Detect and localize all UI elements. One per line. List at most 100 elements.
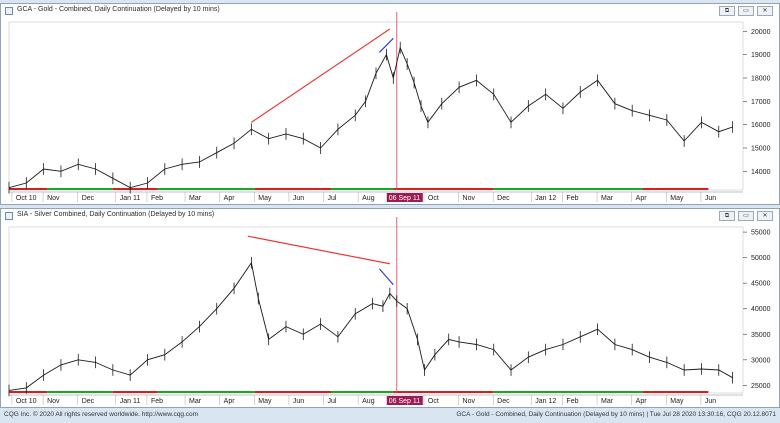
x-tick-label-highlight: 06 Sep 11: [389, 398, 421, 405]
x-tick-label: Jan 12: [535, 195, 556, 202]
trend-bar-segment: [9, 391, 48, 393]
x-tick-label: Oct: [428, 195, 439, 202]
x-tick-label: Jan 12: [535, 398, 556, 405]
x-tick-label: May: [670, 195, 684, 202]
trend-bar-segment: [157, 188, 255, 190]
x-tick-label: Apr: [636, 398, 648, 405]
gold-chart-pane: GCA - Gold - Combined, Daily Continuatio…: [0, 3, 780, 205]
trend-bar-segment: [157, 391, 255, 393]
y-tick-label: 16000: [751, 122, 771, 129]
trend-bar-segment: [330, 188, 394, 190]
trend-bar-segment: [47, 188, 113, 190]
silver-title-bar: SIA - Silver Combined, Daily Continuatio…: [1, 209, 779, 224]
gold-chart-title: GCA - Gold - Combined, Daily Continuatio…: [17, 6, 220, 13]
trend-bar-segment: [330, 391, 394, 393]
x-tick-label: Apr: [224, 398, 236, 405]
trend-bar-segment: [393, 391, 494, 393]
trend-bar-segment: [47, 391, 113, 393]
plot-area: [8, 226, 744, 394]
x-tick-label: Feb: [151, 398, 163, 405]
x-tick-label: May: [258, 398, 272, 405]
x-tick-label: Mar: [189, 195, 202, 202]
copyright-footer: CQG Inc. © 2020 All rights reserved worl…: [4, 411, 199, 418]
x-tick-label: Feb: [151, 195, 163, 202]
x-tick-label: Jun: [293, 398, 304, 405]
x-tick-label: Dec: [497, 195, 510, 202]
y-tick-label: 18000: [751, 76, 771, 83]
trend-bar-segment: [254, 391, 331, 393]
x-tick-label-highlight: 06 Sep 11: [389, 195, 421, 202]
x-tick-label: Mar: [189, 398, 202, 405]
trend-bar-segment: [112, 188, 158, 190]
y-tick-label: 50000: [751, 255, 771, 262]
x-tick-label: Jun: [705, 398, 716, 405]
y-tick-label: 55000: [751, 230, 771, 237]
x-tick-label: Feb: [566, 195, 578, 202]
x-tick-label: Nov: [47, 195, 60, 202]
y-tick-label: 19000: [751, 52, 771, 59]
y-tick-label: 17000: [751, 99, 771, 106]
x-tick-label: Nov: [463, 398, 476, 405]
x-tick-label: Jul: [328, 195, 337, 202]
gold-price-chart[interactable]: 14000 15000 16000 17000 18000 19000 20000 Oct 1…: [1, 4, 779, 204]
x-tick-label: Dec: [497, 398, 510, 405]
blue-trendline: [379, 37, 394, 53]
date-marker: [386, 193, 423, 202]
trend-bar-segment: [493, 391, 643, 393]
x-tick-label: Dec: [82, 398, 95, 405]
x-tick-label: Mar: [601, 195, 614, 202]
trend-bar-segment: [393, 188, 494, 190]
restore-button[interactable]: ⧉: [719, 211, 735, 221]
x-tick-label: Aug: [362, 398, 375, 405]
silver-chart-title: SIA - Silver Combined, Daily Continuatio…: [17, 211, 215, 218]
trend-bar-segment: [112, 391, 158, 393]
chart-window-icon: [5, 212, 13, 220]
chart-window-icon: [5, 7, 13, 15]
x-tick-label: Nov: [463, 195, 476, 202]
x-tick-label: Oct: [428, 398, 439, 405]
plot-area: [8, 21, 744, 191]
trend-bar-segment: [9, 188, 48, 190]
trend-bar-segment: [493, 188, 643, 190]
x-tick-label: May: [258, 195, 272, 202]
date-marker: [386, 396, 423, 405]
x-tick-label: Apr: [636, 195, 648, 202]
x-tick-label: Feb: [566, 398, 578, 405]
y-tick-label: 45000: [751, 281, 771, 288]
minimize-button[interactable]: ▭: [738, 6, 754, 16]
gold-window-controls: ⧉ ▭ ✕: [719, 6, 773, 16]
x-tick-label: Nov: [47, 398, 60, 405]
trend-bar-segment: [254, 188, 331, 190]
silver-chart-pane: SIA - Silver Combined, Daily Continuatio…: [0, 208, 780, 408]
red-trendline: [251, 28, 391, 123]
x-tick-label: Jun: [705, 195, 716, 202]
x-tick-label: May: [670, 398, 684, 405]
gold-title-bar: GCA - Gold - Combined, Daily Continuatio…: [1, 4, 779, 19]
blue-trendline: [379, 268, 394, 286]
x-tick-label: Jun: [293, 195, 304, 202]
y-tick-label: 25000: [751, 383, 771, 390]
x-tick-label: Mar: [601, 398, 614, 405]
x-tick-label: Jan 11: [120, 398, 141, 405]
minimize-button[interactable]: ▭: [738, 211, 754, 221]
silver-price-chart[interactable]: 25000 30000 35000 40000 45000 50000 55000 Oct 1…: [1, 209, 779, 407]
y-tick-label: 30000: [751, 357, 771, 364]
close-button[interactable]: ✕: [757, 211, 773, 221]
y-tick-label: 20000: [751, 29, 771, 36]
x-tick-label: Aug: [362, 195, 375, 202]
price-series-line: [8, 46, 733, 189]
status-footer: GCA - Gold - Combined, Daily Continuatio…: [456, 411, 776, 418]
y-tick-label: 15000: [751, 146, 771, 153]
x-tick-label: Apr: [224, 195, 236, 202]
close-button[interactable]: ✕: [757, 6, 773, 16]
trend-bar-segment: [642, 391, 709, 393]
trend-bar-segment: [642, 188, 709, 190]
y-tick-label: 40000: [751, 306, 771, 313]
x-tick-label: Jan 11: [120, 195, 141, 202]
x-tick-label: Jul: [328, 398, 337, 405]
y-tick-label: 35000: [751, 332, 771, 339]
price-series-line: [8, 261, 733, 391]
x-tick-label: Oct 10: [16, 398, 37, 405]
x-tick-label: Dec: [82, 195, 95, 202]
restore-button[interactable]: ⧉: [719, 6, 735, 16]
